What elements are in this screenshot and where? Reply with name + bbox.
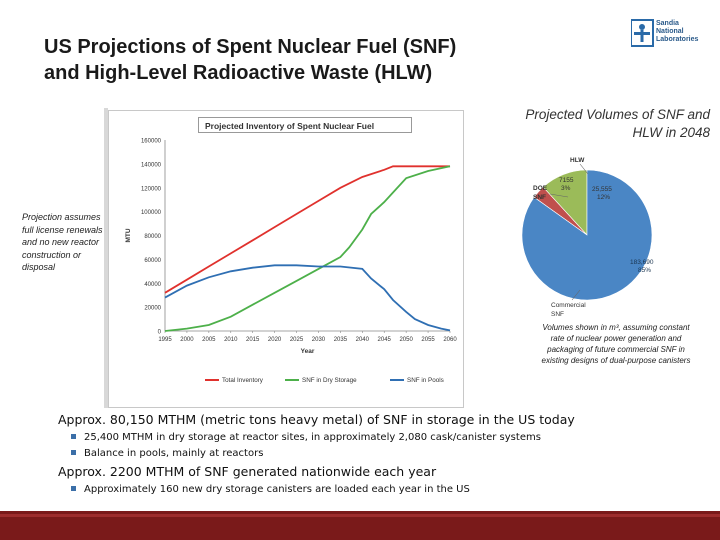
x-tick-label: 2060 <box>443 337 457 343</box>
pie-slice-commercial-snf <box>521 169 653 301</box>
x-tick-label: 2040 <box>356 337 370 343</box>
slide-title-line2: and High-Level Radioactive Waste (HLW) <box>44 62 433 84</box>
y-axis-label: MTU <box>125 228 132 242</box>
bullet-level2: Approximately 160 new dry storage canist… <box>71 482 708 498</box>
pie-percent-label: 85% <box>638 267 651 274</box>
bullet-text: Approx. 80,150 MTHM (metric tons heavy m… <box>58 412 575 427</box>
bullet-level1: Approx. 80,150 MTHM (metric tons heavy m… <box>58 410 708 430</box>
x-tick-label: 2025 <box>290 337 304 343</box>
logo-line3: Laboratories <box>656 36 699 43</box>
legend-label: Total Inventory <box>222 377 264 384</box>
legend-label: SNF in Dry Storage <box>302 377 357 384</box>
bullet-square-icon <box>71 449 76 455</box>
y-tick-label: 80000 <box>144 234 161 240</box>
pie-category-label: SNF <box>533 194 546 201</box>
x-tick-label: 2035 <box>334 337 348 343</box>
pie-value-label: 7155 <box>559 177 574 184</box>
slide-title-line1: US Projections of Spent Nuclear Fuel (SN… <box>44 36 457 58</box>
y-tick-label: 140000 <box>141 162 162 168</box>
bullet-square-icon <box>71 433 76 439</box>
series-line-snf-in-pools <box>164 264 451 332</box>
pie-leader-line <box>549 193 569 198</box>
bullet-level1: Approx. 2200 MTHM of SNF generated natio… <box>58 462 708 482</box>
footer-bar <box>0 511 720 540</box>
pie-leader-line <box>571 289 581 301</box>
y-tick-label: 60000 <box>144 258 161 264</box>
pie-category-label: Commercial <box>551 302 586 309</box>
x-tick-label: 2005 <box>202 337 216 343</box>
x-tick-label: 2045 <box>378 337 392 343</box>
y-tick-label: 20000 <box>144 306 161 312</box>
projection-note: Projection assumes full license renewals… <box>22 212 103 272</box>
bullet-level2: Balance in pools, mainly at reactors <box>71 446 708 462</box>
sandia-logo-text: Sandia National Laboratories <box>656 20 698 44</box>
line-chart-title: Projected Inventory of Spent Nuclear Fue… <box>205 121 375 131</box>
y-tick-label: 120000 <box>141 186 162 192</box>
y-tick-label: 100000 <box>141 210 162 216</box>
chart-frame <box>108 110 464 408</box>
logo-line2: National <box>656 28 684 35</box>
sandia-logo-icon <box>631 19 654 47</box>
pie-category-label: DOE <box>533 185 548 192</box>
bullet-text: Balance in pools, mainly at reactors <box>84 448 264 459</box>
chart-title-box <box>198 117 412 133</box>
spent-fuel-line-chart: 0 20000 40000 60000 80000 100000 120000 140000 1… <box>125 139 457 385</box>
chart-frame-shadow <box>104 108 108 408</box>
bullet-text: 25,400 MTHM in dry storage at reactor si… <box>84 432 541 443</box>
y-tick-label: 0 <box>158 330 162 336</box>
pie-title: Projected Volumes of SNF and HLW in 2048 <box>525 107 710 140</box>
x-tick-label: 2000 <box>180 337 194 343</box>
series-line-snf-in-dry-storage <box>164 165 451 332</box>
x-tick-label: 1995 <box>158 337 172 343</box>
bullet-text: Approx. 2200 MTHM of SNF generated natio… <box>58 464 437 479</box>
bullet-text: Approximately 160 new dry storage canist… <box>84 484 470 495</box>
x-tick-label: 2010 <box>224 337 238 343</box>
x-axis-label: Year <box>301 348 315 355</box>
series-line-total-inventory <box>164 165 450 294</box>
y-tick-label: 40000 <box>144 282 161 288</box>
x-tick-label: 2020 <box>268 337 282 343</box>
pie-percent-label: 3% <box>561 185 571 192</box>
bullet-level2: 25,400 MTHM in dry storage at reactor si… <box>71 430 708 446</box>
x-tick-label: 2050 <box>399 337 413 343</box>
x-tick-label: 2015 <box>246 337 260 343</box>
slide-title: US Projections of Spent Nuclear Fuel (SN… <box>44 34 604 86</box>
pie-percent-label: 12% <box>597 194 610 201</box>
footer-accent <box>0 514 720 517</box>
pie-leader-line <box>579 163 589 175</box>
volume-note: Volumes shown in m³, assuming constant r… <box>541 323 691 365</box>
bullet-square-icon <box>71 485 76 491</box>
x-tick-label: 2030 <box>312 337 326 343</box>
x-tick-label: 2055 <box>421 337 435 343</box>
pie-value-label: 25,555 <box>592 186 612 193</box>
logo-line1: Sandia <box>656 20 679 27</box>
pie-value-label: 183,690 <box>630 259 654 266</box>
pie-category-label: SNF <box>551 311 564 318</box>
y-tick-label: 160000 <box>141 139 162 145</box>
bullet-list: Approx. 80,150 MTHM (metric tons heavy m… <box>58 410 708 498</box>
legend-label: SNF in Pools <box>407 377 444 384</box>
pie-category-label: HLW <box>570 157 585 164</box>
